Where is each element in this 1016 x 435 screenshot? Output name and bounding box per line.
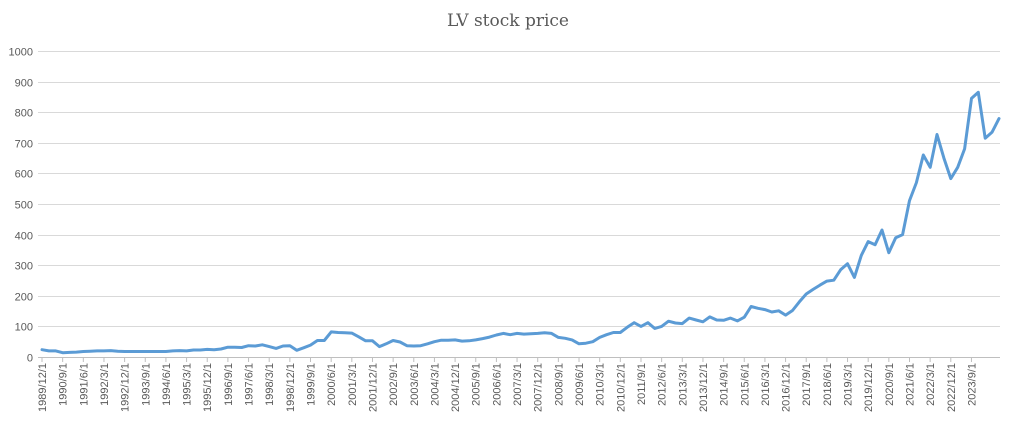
x-tick-label: 1989/12/1: [37, 363, 49, 412]
x-tick-label: 2004/12/1: [450, 363, 462, 412]
x-tick-label: 2001/3/1: [347, 363, 359, 406]
y-tick-label: 1000: [9, 47, 33, 59]
x-tick-label: 1995/3/1: [182, 363, 194, 406]
x-tick-label: 1993/9/1: [140, 363, 152, 406]
x-tick-label: 2007/3/1: [512, 363, 524, 406]
x-tick-label: 2003/6/1: [409, 363, 421, 406]
x-tick-label: 1991/6/1: [78, 363, 90, 406]
x-tick-label: 2018/6/1: [822, 363, 834, 406]
x-tick-label: 2007/12/1: [533, 363, 545, 412]
x-tick-label: 2006/6/1: [491, 363, 503, 406]
x-tick-label: 2021/6/1: [904, 363, 916, 406]
x-tick-label: 2010/3/1: [595, 363, 607, 406]
x-tick-label: 2016/3/1: [760, 363, 772, 406]
x-tick-label: 2008/9/1: [553, 363, 565, 406]
x-tick-label: 1995/12/1: [202, 363, 214, 412]
series-group: [40, 90, 1001, 355]
gridlines: [38, 51, 1000, 327]
x-tick-label: 1996/9/1: [223, 363, 235, 406]
y-tick-label: 0: [27, 353, 33, 365]
y-tick-label: 500: [15, 200, 33, 212]
x-tick-label: 2022/3/1: [925, 363, 937, 406]
x-tick-label: 1999/9/1: [306, 363, 318, 406]
chart-title: LV stock price: [447, 11, 569, 31]
x-tick-label: 2022/12/1: [946, 363, 958, 412]
x-tick-label: 1990/9/1: [58, 363, 70, 406]
x-tick-label: 1994/6/1: [161, 363, 173, 406]
x-tick-label: 2013/12/1: [698, 363, 710, 412]
x-tick-label: 2023/9/1: [966, 363, 978, 406]
series-line: [40, 90, 1001, 355]
x-tick-label: 2002/9/1: [388, 363, 400, 406]
x-tick-label: 2019/12/1: [863, 363, 875, 412]
x-tick-label: 2014/9/1: [719, 363, 731, 406]
y-tick-label: 100: [15, 322, 33, 334]
x-tick-label: 2019/3/1: [843, 363, 855, 406]
x-tick-label: 2009/6/1: [574, 363, 586, 406]
x-tick-label: 2020/9/1: [884, 363, 896, 406]
x-tick-label: 1992/3/1: [99, 363, 111, 406]
y-axis-ticks: 0 100 200 300 400 500 600 700 800 900 1000: [9, 47, 33, 365]
x-tick-label: 2013/3/1: [677, 363, 689, 406]
y-tick-label: 400: [15, 231, 33, 243]
x-axis-ticks: 1989/12/1 1990/9/1 1991/6/1 1992/3/1 1992/12…: [37, 357, 978, 412]
y-tick-label: 200: [15, 292, 33, 304]
x-tick-label: 2004/3/1: [429, 363, 441, 406]
y-tick-label: 900: [15, 78, 33, 90]
y-tick-label: 800: [15, 108, 33, 120]
x-tick-label: 2000/6/1: [326, 363, 338, 406]
x-tick-label: 1992/12/1: [120, 363, 132, 412]
x-tick-label: 2001/12/1: [367, 363, 379, 412]
y-tick-label: 300: [15, 261, 33, 273]
x-tick-label: 2016/12/1: [781, 363, 793, 412]
x-tick-label: 2005/9/1: [471, 363, 483, 406]
x-tick-label: 2015/6/1: [739, 363, 751, 406]
y-tick-label: 600: [15, 169, 33, 181]
x-tick-label: 2017/9/1: [801, 363, 813, 406]
x-tick-label: 1998/12/1: [285, 363, 297, 412]
x-tick-label: 1998/3/1: [264, 363, 276, 406]
x-tick-label: 2012/6/1: [657, 363, 669, 406]
x-tick-label: 1997/6/1: [244, 363, 256, 406]
y-tick-label: 700: [15, 139, 33, 151]
x-tick-label: 2011/9/1: [636, 363, 648, 405]
x-tick-label: 2010/12/1: [615, 363, 627, 412]
